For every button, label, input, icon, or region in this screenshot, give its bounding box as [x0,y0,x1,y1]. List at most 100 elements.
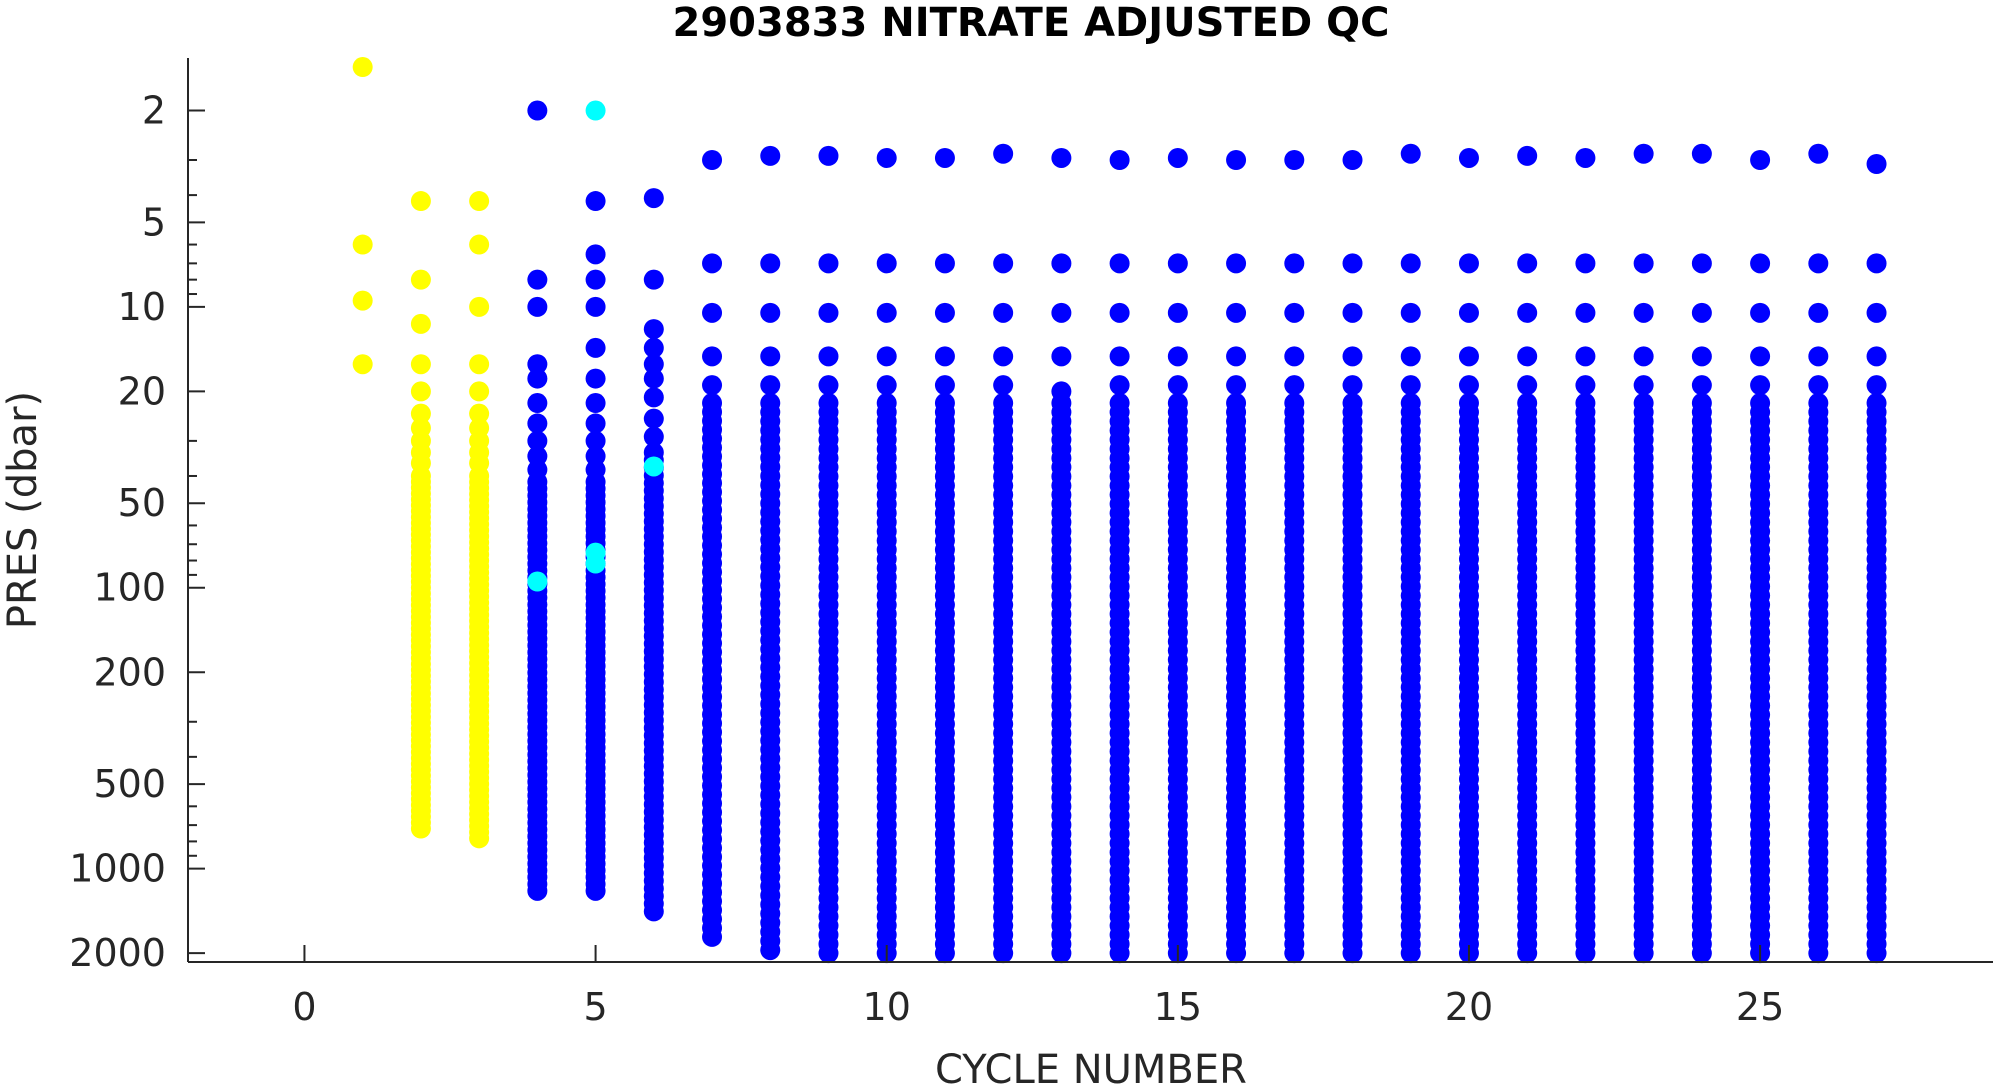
data-point [818,375,839,396]
data-point [934,302,955,323]
data-point [1808,143,1829,164]
data-point [1633,375,1654,396]
data-point [934,253,955,274]
data-point [1575,147,1596,168]
data-point [1167,346,1188,367]
data-point [1808,375,1829,396]
data-point [1750,253,1771,274]
data-point [643,426,664,447]
data-point [410,453,431,474]
data-point [1400,253,1421,274]
data-point [1167,253,1188,274]
data-point [1866,253,1887,274]
data-point [1109,346,1130,367]
data-point [1400,143,1421,164]
data-point [760,375,781,396]
data-point [702,926,723,947]
data-point [585,191,606,212]
data-point [410,269,431,290]
data-point [1167,302,1188,323]
data-point [1051,346,1072,367]
data-point [585,244,606,265]
data-point [1808,943,1829,964]
data-point [993,143,1014,164]
data-point [1342,375,1363,396]
data-point [1691,143,1712,164]
data-point [1051,381,1072,402]
data-point [585,296,606,317]
data-point [1109,253,1130,274]
data-point [1226,253,1247,274]
data-point [818,346,839,367]
x-tick-label: 10 [863,985,911,1029]
data-point [527,571,548,592]
data-point [527,880,548,901]
data-point [1051,302,1072,323]
data-point [469,234,490,255]
axes [187,58,1993,963]
data-point [527,413,548,434]
y-axis-label: PRES (dbar) [0,391,46,629]
data-point [1226,375,1247,396]
x-axis-label: CYCLE NUMBER [935,1047,1247,1088]
data-point [1226,346,1247,367]
data-point [1575,253,1596,274]
data-point [760,940,781,961]
data-point [818,943,839,964]
data-point [818,302,839,323]
data-point [469,828,490,849]
data-point [585,337,606,358]
data-point [876,375,897,396]
data-point [1051,253,1072,274]
data-point [643,354,664,375]
data-point [1691,346,1712,367]
data-point [1284,150,1305,171]
data-point [1750,375,1771,396]
data-point [876,302,897,323]
data-point [993,253,1014,274]
data-point [1109,150,1130,171]
data-point [818,253,839,274]
data-point [1226,302,1247,323]
data-point [643,456,664,477]
data-point [760,253,781,274]
data-point [1458,375,1479,396]
data-point [702,253,723,274]
y-tick-label: 20 [118,369,166,413]
data-point [469,381,490,402]
data-point [1691,943,1712,964]
data-point [527,296,548,317]
data-point [527,269,548,290]
data-point [702,302,723,323]
data-point [1342,346,1363,367]
data-point [1517,302,1538,323]
data-point [934,943,955,964]
data-point [1750,302,1771,323]
data-point [876,253,897,274]
y-tick-label: 500 [93,762,166,806]
data-point [1342,253,1363,274]
x-tick-label: 5 [583,985,607,1029]
data-point [1866,943,1887,964]
data-point [1226,943,1247,964]
data-point [1517,346,1538,367]
data-point [1575,943,1596,964]
data-point [585,880,606,901]
data-point [469,453,490,474]
data-point [1575,302,1596,323]
data-point [1633,346,1654,367]
data-point [1808,346,1829,367]
data-point [410,818,431,839]
data-point [643,188,664,209]
data-point [876,346,897,367]
data-point [993,302,1014,323]
data-point [585,553,606,574]
data-point [1691,375,1712,396]
x-tick-label: 0 [292,985,316,1029]
data-point [1400,943,1421,964]
data-point [993,346,1014,367]
data-point [702,150,723,171]
data-points [352,57,1887,964]
data-point [585,459,606,480]
